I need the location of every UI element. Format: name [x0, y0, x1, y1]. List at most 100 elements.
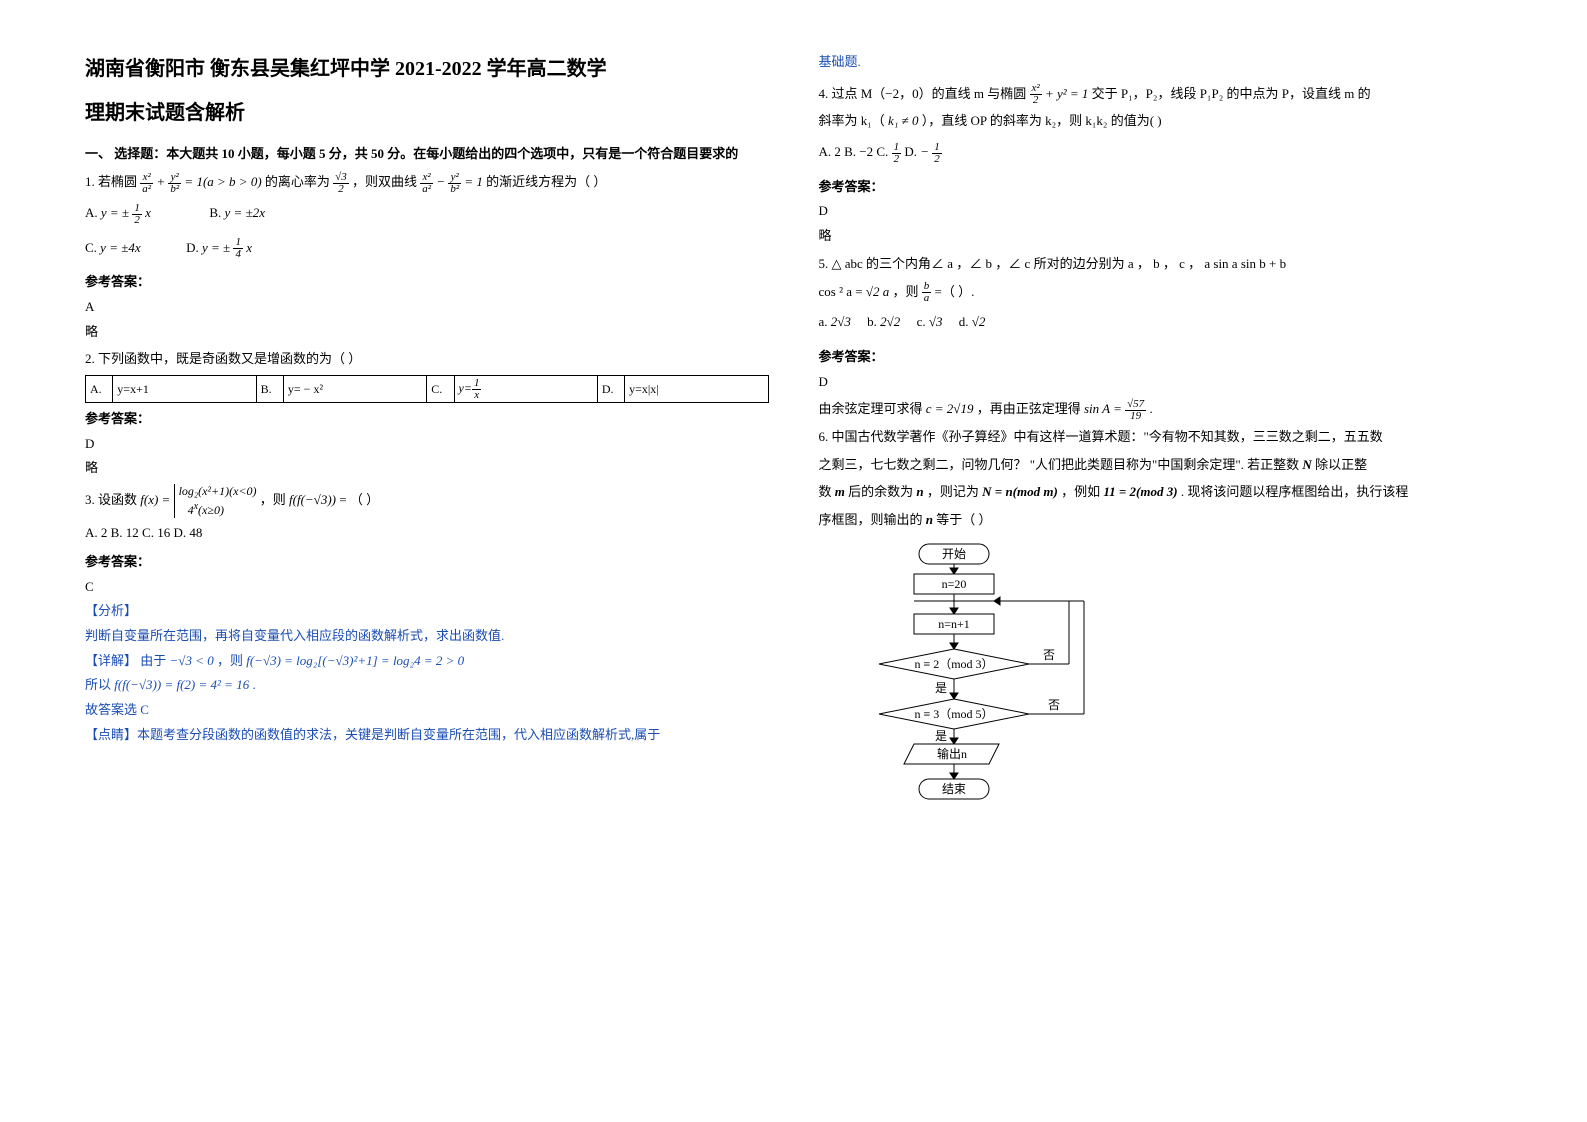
- flow-yes1: 是: [934, 681, 946, 695]
- q4-ans: D: [819, 199, 1503, 224]
- q5-exp-a: 由余弦定理可求得: [819, 401, 926, 416]
- q4-c: 斜率为 k₁（: [819, 113, 885, 128]
- q3-ans: C: [85, 575, 769, 600]
- q3-point-label: 【点睛】: [85, 727, 137, 742]
- q4-line1: 4. 过点 M（−2，0）的直线 m 与椭圆 x²2 + y² = 1 交于 P…: [819, 82, 1503, 107]
- q3-stem: 3. 设函数 f(x) = log₂(x²+1)(x<0) 4x(x≥0) ，则…: [85, 484, 769, 518]
- q1-C-label: C.: [85, 240, 97, 255]
- q3-analysis-label: 【分析】: [85, 599, 769, 624]
- q1-text-b: 的离心率为: [265, 174, 333, 189]
- q1-lue: 略: [85, 320, 769, 345]
- q1-B-label: B.: [209, 205, 221, 220]
- q3-point-text: 本题考查分段函数的函数值的求法，关键是判断自变量所在范围，代入相应函数解析式,属…: [137, 727, 660, 742]
- q6-d: 序框图，则输出的: [819, 512, 923, 527]
- q5-sqrt2a: √2 a: [866, 284, 889, 299]
- q3-so: 所以: [85, 677, 111, 692]
- q6-m: m: [835, 484, 845, 499]
- q5-s2c: =（ ）.: [934, 284, 974, 299]
- q6-c5: . 现将该问题以程序框图给出，执行该程: [1181, 484, 1409, 499]
- q5-a-lbl: a.: [819, 314, 831, 329]
- q4-d: ），直线 OP 的斜率为 k₂，则 k₁k₂ 的值为( ): [922, 113, 1162, 128]
- q6-c4: ，例如: [1061, 484, 1100, 499]
- q6-b2: 除以正整: [1315, 457, 1367, 472]
- q2-table: A. y=x+1 B. y= − x² C. y=1x D. y=x|x|: [85, 375, 769, 403]
- q1-B-expr: y = ±2x: [225, 205, 265, 220]
- basic: 基础题.: [819, 50, 1503, 75]
- q1-D-label: D.: [186, 240, 199, 255]
- q6-l2: 之剩三，七七数之剩二，问物几何？ "人们把此类题目称为"中国剩余定理". 若正整…: [819, 453, 1503, 478]
- flow-no2: 否: [1047, 698, 1059, 712]
- q6-def: N = n(mod m): [982, 484, 1058, 499]
- doc-title-line2: 理期末试题含解析: [85, 94, 769, 132]
- flow-inc: n=n+1: [938, 617, 970, 631]
- q5-d-v: √2: [972, 314, 986, 329]
- q6-c2: 后的余数为: [848, 484, 913, 499]
- q5-d-lbl: d.: [959, 314, 972, 329]
- q1-ans: A: [85, 295, 769, 320]
- q4-line2: 斜率为 k₁（ k₁ ≠ 0 ），直线 OP 的斜率为 k₂，则 k₁k₂ 的值…: [819, 109, 1503, 134]
- q3-opts: A. 2 B. 12 C. 16 D. 48: [85, 521, 769, 546]
- q2-A: y=x+1: [113, 376, 256, 403]
- q2-B: y= − x²: [283, 376, 426, 403]
- q3-detail-a: 由于: [140, 653, 166, 668]
- q5-stem2: cos ² a = √2 a ，则 ba =（ ）.: [819, 280, 1503, 305]
- flow-init: n=20: [941, 577, 966, 591]
- flow-start: 开始: [941, 547, 965, 561]
- q5-ba: ba: [922, 284, 932, 299]
- q4-opts-c: C.: [876, 144, 891, 159]
- q3-a: 3. 设函数: [85, 492, 140, 507]
- q3-analysis: 判断自变量所在范围，再将自变量代入相应段的函数解析式，求出函数值.: [85, 624, 769, 649]
- q2-B-lbl: B.: [256, 376, 283, 403]
- q6-c: 数: [819, 484, 832, 499]
- flow-yes2: 是: [934, 729, 946, 743]
- q6-n: n: [916, 484, 923, 499]
- q5-a-v: 2√3: [831, 314, 851, 329]
- q1-ans-label: 参考答案：: [85, 270, 769, 295]
- q4-k1ne0: k₁ ≠ 0: [888, 113, 918, 128]
- q3-so-expr: f(f(−√3)) = f(2) = 4² = 16: [114, 677, 252, 692]
- q6-ex: 11 = 2(mod 3): [1103, 484, 1177, 499]
- q5-ans-label: 参考答案：: [819, 345, 1503, 370]
- q4-opts-ab: A. 2 B. −2: [819, 144, 874, 159]
- q5-exp-c: .: [1149, 401, 1152, 416]
- q3-b: ，则: [260, 492, 289, 507]
- q1-C-expr: y = ±4x: [100, 240, 140, 255]
- q1-A-expr: y = ± 12 x: [101, 205, 151, 220]
- q6-b: 之剩三，七七数之剩二，问物几何？ "人们把此类题目称为"中国剩余定理". 若正整…: [819, 457, 1300, 472]
- q5-s2a: cos ² a =: [819, 284, 866, 299]
- q3-detail: 【详解】 由于 −√3 < 0 ，则 f(−√3) = log₂[(−√3)²+…: [85, 649, 769, 674]
- q3-detail-b: ，则: [217, 653, 243, 668]
- q4-ellipse: x²2 + y² = 1: [1030, 86, 1089, 101]
- q4-ans-label: 参考答案：: [819, 175, 1503, 200]
- q1-text-a: 1. 若椭圆: [85, 174, 140, 189]
- q2-A-lbl: A.: [86, 376, 113, 403]
- doc-title-line1: 湖南省衡阳市 衡东县吴集红坪中学 2021-2022 学年高二数学: [85, 50, 769, 88]
- q6-l3: 数 m 后的余数为 n ，则记为 N = n(mod m) ，例如 11 = 2…: [819, 480, 1503, 505]
- q5-stem: 5. △ abc 的三个内角∠ a ，∠ b ，∠ c 所对的边分别为 a ， …: [819, 252, 1503, 277]
- q5-ans: D: [819, 370, 1503, 395]
- flow-cond2: n ≡ 3（mod 5）: [914, 707, 993, 721]
- q6-d2: 等于（ ）: [936, 512, 991, 527]
- q1-text-c: ，则双曲线: [352, 174, 420, 189]
- q3-ans-label: 参考答案：: [85, 550, 769, 575]
- q2-D: y=x|x|: [625, 376, 768, 403]
- q3-c: = （ ）: [339, 492, 379, 507]
- q2-stem: 2. 下列函数中，既是奇函数又是增函数的为（ ）: [85, 347, 769, 372]
- flow-no1: 否: [1042, 648, 1054, 662]
- q1-hyper-eq: x²a² − y²b² = 1: [420, 170, 483, 195]
- q6-c3: ，则记为: [927, 484, 979, 499]
- q1-ecc: √32: [333, 170, 349, 195]
- q2-ans: D: [85, 432, 769, 457]
- q4-a: 4. 过点 M（−2，0）的直线 m 与椭圆: [819, 86, 1030, 101]
- q5-exp: 由余弦定理可求得 c = 2√19 ，再由正弦定理得 sin A = √5719…: [819, 397, 1503, 422]
- q2-ans-label: 参考答案：: [85, 407, 769, 432]
- q4-optD-val: − 12: [920, 144, 942, 159]
- q5-sinA: sin A = √5719: [1084, 401, 1146, 416]
- q3-point: 【点睛】本题考查分段函数的函数值的求法，关键是判断自变量所在范围，代入相应函数解…: [85, 723, 769, 748]
- q2-C: y=1x: [454, 376, 597, 403]
- q3-detail-f2: f(−√3) = log₂[(−√3)²+1] = log₂4 = 2 > 0: [246, 653, 464, 668]
- flow-out: 输出n: [936, 746, 966, 761]
- q5-exp-b: ，再由正弦定理得: [977, 401, 1084, 416]
- q3-so-end: .: [252, 677, 255, 692]
- q1-stem: 1. 若椭圆 x²a² + y²b² = 1(a > b > 0) 的离心率为 …: [85, 170, 769, 195]
